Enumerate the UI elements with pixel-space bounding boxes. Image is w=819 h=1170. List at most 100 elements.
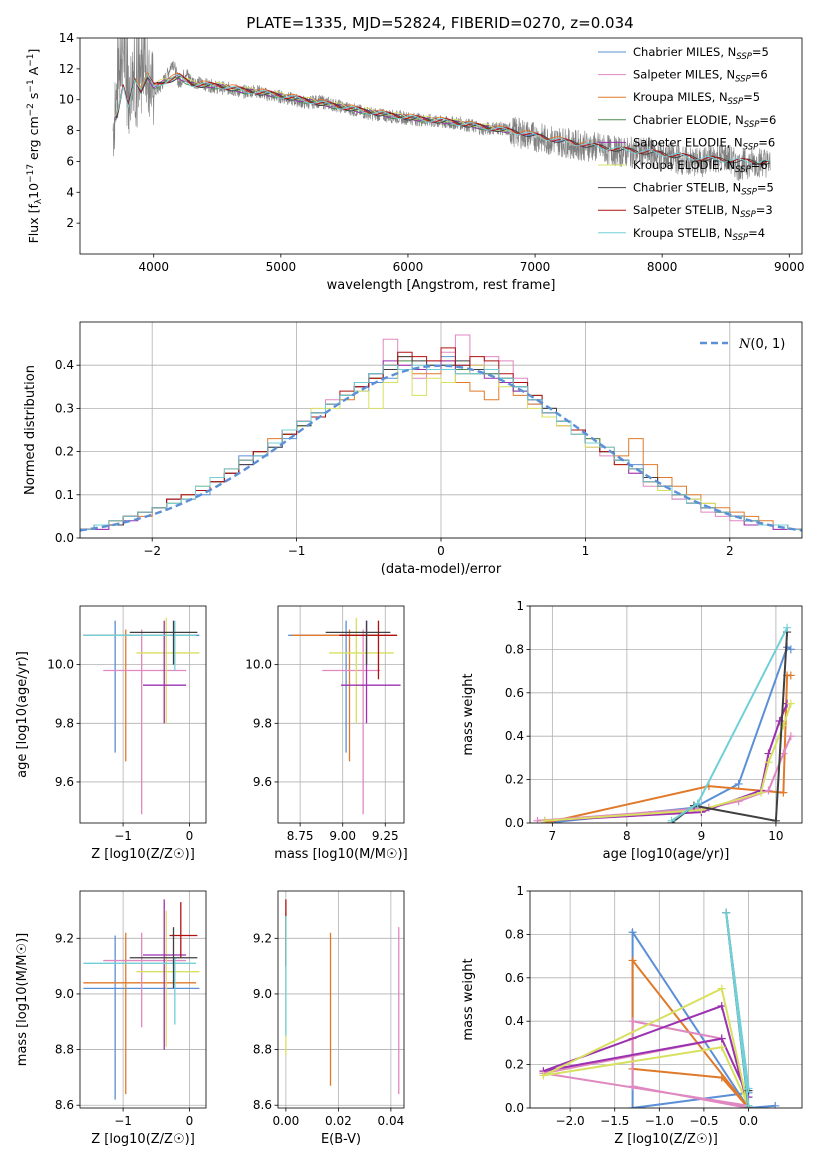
residuals-xtick-label: −1 [288,544,306,558]
mass_weight_vs_Z-plot [539,908,780,1108]
mass_weight_vs_age-axes: 7 8 9 10 0.0 0.2 0.4 0.6 0.8 1 age [log10(age/yr)]… [461,599,803,862]
spectrum-ylabel-part: ] [26,49,41,54]
age_vs_mass-errorbar [325,620,391,665]
mass_vs_ebv-plot-area [278,891,404,1108]
spectrum-ylabel-part: A [26,66,41,79]
mass_weight_vs_Z-ytick-label: 0.8 [505,927,524,941]
mass_weight_vs_age-ytick-label: 0.6 [505,686,524,700]
mass_weight_vs_Z-xtick-label: −1.5 [600,1114,629,1128]
residuals-plot [80,334,802,538]
mass_weight_vs_Z-marker [628,928,637,937]
spectrum-plot [112,38,771,182]
legend-entry: Chabrier ELODIE, NSSP=6 [633,113,776,130]
mass_weight_vs_age-marker [786,732,795,741]
mass_vs_ebv-axes: 0.00 0.02 0.04 8.6 8.8 9.0 9.2 E(B-V) [253,890,405,1147]
legend-entry: Kroupa ELODIE, NSSP=6 [633,158,768,175]
mass_vs_ebv-plot [285,899,400,1095]
age_vs_Z-ylabel: age [log10(age/yr)] [15,651,30,778]
age_vs_Z-errorbar [83,620,197,671]
mass_weight_vs_age-xtick-label: 9 [698,829,706,843]
mass_weight_vs_age-ylabel: mass weight [461,673,476,755]
residuals-xtick-label: 1 [582,544,590,558]
mass_weight_vs_Z-ytick-label: 0.2 [505,1058,524,1072]
age_vs_Z-xlabel: Z [log10(Z/Z☉)] [91,847,195,862]
spectrum-xtick-label: 6000 [393,260,424,274]
mass_weight_vs_age-plot-area [530,606,802,823]
histogram-step [80,364,802,538]
age_vs_mass-axes: 8.75 9.00 9.25 9.6 9.8 10.0 mass [log10(M/M☉)] [245,605,408,862]
mass_weight_vs_Z-xtick-label: −0.5 [689,1114,718,1128]
age_vs_Z-errorbar [143,620,187,724]
age_vs_mass-errorbar [339,620,398,680]
age_vs_Z-plot-area [80,606,206,823]
spectrum-frame: 4000 5000 6000 7000 8000 9000 2 4 6 8 10 12 14 wavele… [26,31,805,293]
mass_weight_vs_age-ytick-label: 1 [516,599,524,613]
age_vs_mass-xtick-label: 9.00 [329,829,356,843]
mass_weight_vs_Z-xtick-label: −2.0 [556,1114,585,1128]
age_vs_Z-errorbar [103,629,187,815]
mass_weight_vs_Z-axes: −2.0 −1.5 −1.0 −0.5 0.0 0.0 0.2 0.4 0.6 0.8 1 Z [lo… [461,884,803,1147]
mass_vs_ebv-frame: 0.00 0.02 0.04 8.6 8.8 9.0 9.2 E(B-V) [253,890,405,1147]
mass_weight_vs_age-ytick-label: 0.4 [505,729,524,743]
age_vs_mass-errorbar [322,629,381,815]
mass_vs_Z-grid [80,891,206,1108]
residuals-legend: N(0, 1) [700,337,785,352]
age_vs_Z-ytick-label: 9.6 [55,775,74,789]
mass_weight_vs_age-marker [533,816,542,823]
age_vs_mass-xlabel: mass [log10(M/M☉)] [274,847,407,862]
age_vs_Z-ytick-label: 9.8 [55,716,74,730]
age_vs_mass-ytick-label: 9.6 [253,775,272,789]
legend-entry: Chabrier STELIB, NSSP=5 [633,181,774,198]
age_vs_mass-frame: 8.75 9.00 9.25 9.6 9.8 10.0 mass [log10(M/M☉)] [245,605,408,862]
spectrum-ylabel-part: −17 [26,164,36,183]
age_vs_Z-plot [83,617,200,815]
age_vs_mass-spines [277,605,405,824]
mass_weight_vs_Z-marker [628,956,637,965]
spectrum-legend: Chabrier MILES, NSSP=5 Salpeter MILES, NS… [598,45,776,243]
spectrum-ylabel-part: s [26,93,41,104]
mass_vs_Z-errorbar [83,932,197,1095]
mass_weight_vs_age-marker [667,816,676,823]
mass_weight_vs_age-marker [771,816,780,823]
mass_weight_vs_Z-marker [717,984,726,993]
mass_weight_vs_age-frame: 7 8 9 10 0.0 0.2 0.4 0.6 0.8 1 age [log10(age/yr)]… [461,599,803,862]
residuals-ytick-label: 0.0 [55,531,74,545]
mass_vs_ebv-xtick-label: 0.04 [378,1114,405,1128]
mass_vs_Z-ylabel: mass [log10(M/M☉)] [15,933,30,1066]
mass_weight_vs_Z-ytick-label: 0.4 [505,1014,524,1028]
age_vs_mass-plot-area [278,606,404,823]
mass_vs_Z-errorbar [169,902,198,958]
residuals-ylabel: Normed distribution [23,365,38,495]
mass_weight_vs_age-line [544,703,792,822]
spectrum-ylabel-part: −2 [26,103,36,116]
mass_weight_vs_age-xlabel: age [log10(age/yr)] [603,847,730,862]
mass_weight_vs_Z-line [543,1019,749,1108]
mass_weight_vs_age-marker [786,671,795,680]
mass_weight_vs_Z-marker [717,1043,726,1052]
mass_weight_vs_age-spines [529,605,803,824]
spectrum-model-line [115,73,771,165]
mass_weight_vs_age-marker [757,788,766,797]
residuals-xtick-label: 0 [437,544,445,558]
mass_weight_vs_age-marker [779,788,788,797]
spectrum-ytick-label: 6 [66,154,74,168]
age_vs_Z-spines [79,605,207,824]
mass_weight_vs_age-plot [533,623,795,823]
spectrum-xtick-label: 5000 [266,260,297,274]
mass_weight_vs_Z-marker [771,1101,780,1108]
mass_vs_ebv-grid [278,891,404,1108]
mass_weight_vs_age-ytick-label: 0.2 [505,773,524,787]
spectrum-axes: 4000 5000 6000 7000 8000 9000 2 4 6 8 10 12 14 wavele… [26,31,805,293]
mass_weight_vs_Z-xtick-label: −1.0 [645,1114,674,1128]
residuals-xtick-label: −2 [143,544,161,558]
mass_vs_ebv-ytick-label: 8.6 [253,1098,272,1112]
legend-entry: Kroupa MILES, NSSP=5 [633,90,760,107]
mass_vs_Z-errorbar [129,927,198,989]
spectrum-xtick-label: 9000 [774,260,805,274]
figure-title: PLATE=1335, MJD=52824, FIBERID=0270, z=0… [246,14,633,32]
mass_weight_vs_Z-frame: −2.0 −1.5 −1.0 −0.5 0.0 0.0 0.2 0.4 0.6 0.8 1 Z [lo… [461,884,803,1147]
mass_weight_vs_Z-marker [717,1002,726,1011]
spectrum-ylabel-part: 10 [26,183,41,199]
mass_weight_vs_Z-spines [529,890,803,1109]
mass_vs_Z-xlabel: Z [log10(Z/Z☉)] [91,1132,195,1147]
